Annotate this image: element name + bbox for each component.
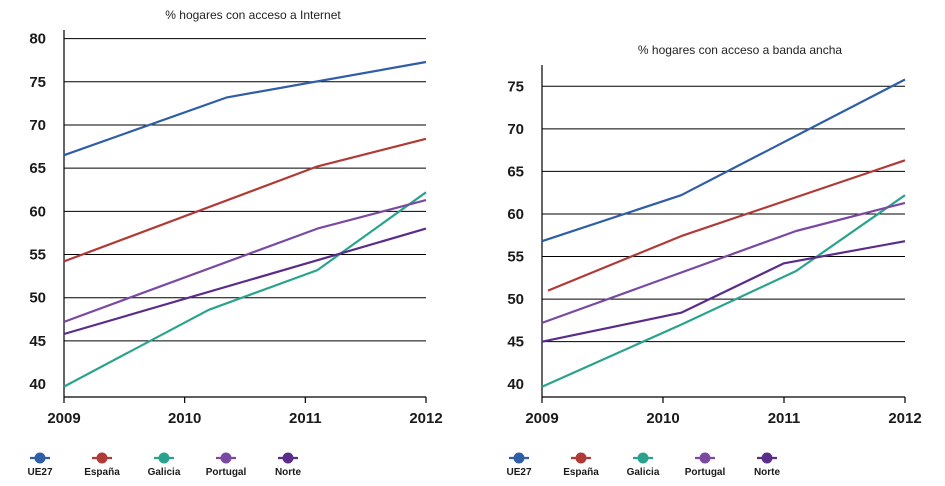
legend-item-ue27: UE27 [27, 452, 53, 478]
y-tick-label: 75 [507, 78, 524, 95]
legend-marker [699, 452, 711, 464]
legend-marker [761, 452, 773, 464]
y-tick-label: 60 [29, 203, 46, 220]
series-line-norte [63, 227, 427, 336]
legend: UE27 España Galicia Portugal Norte [506, 452, 781, 478]
legend-item-espana: España [84, 452, 120, 478]
series-line-norte [541, 240, 906, 343]
y-tick-label: 80 [29, 31, 46, 48]
x-tick-label: 2012 [888, 410, 921, 427]
y-tick-label: 65 [29, 160, 46, 177]
chart-title: % hogares con acceso a banda ancha [638, 43, 842, 57]
x-tick-label: 2009 [47, 410, 80, 427]
legend-item-portugal: Portugal [206, 452, 247, 478]
legend-label: España [84, 467, 120, 478]
series-line-galicia [63, 191, 427, 388]
y-tick-label: 70 [29, 117, 46, 134]
y-tick-label: 75 [29, 74, 46, 91]
legend-marker [220, 452, 232, 464]
y-tick-label: 70 [507, 121, 524, 138]
legend-marker [282, 452, 294, 464]
legend-label: Norte [754, 467, 781, 478]
x-tick-label: 2012 [409, 410, 442, 427]
legend-label: Galicia [148, 467, 181, 478]
legend-marker [158, 452, 170, 464]
chart-title: % hogares con acceso a Internet [165, 8, 341, 22]
legend-item-norte: Norte [275, 452, 302, 478]
series-line-galicia [541, 194, 906, 388]
legend-item-portugal: Portugal [685, 452, 726, 478]
series-line-espana [63, 137, 427, 263]
legend-marker [513, 452, 525, 464]
y-tick-label: 40 [507, 376, 524, 393]
series-line-ue27 [541, 78, 906, 243]
legend-label: UE27 [27, 467, 52, 478]
y-tick-label: 50 [29, 290, 46, 307]
y-tick-label: 45 [29, 333, 46, 350]
y-tick-label: 60 [507, 206, 524, 223]
x-tick-label: 2010 [646, 410, 679, 427]
chart-1: % hogares con acceso a Internet 40 45 50 55 6… [27, 8, 442, 478]
legend-label: Galicia [627, 467, 660, 478]
y-tick-label: 65 [507, 163, 524, 180]
legend-label: España [563, 467, 599, 478]
legend-item-galicia: Galicia [627, 452, 660, 478]
y-tick-label: 40 [29, 376, 46, 393]
legend-label: Norte [275, 467, 302, 478]
legend-item-ue27: UE27 [506, 452, 532, 478]
y-tick-label: 55 [507, 249, 524, 266]
series-line-portugal [541, 201, 906, 324]
legend-item-galicia: Galicia [148, 452, 181, 478]
x-tick-label: 2010 [168, 410, 201, 427]
series-line-ue27 [63, 60, 427, 157]
legend-label: UE27 [506, 467, 531, 478]
legend-marker [575, 452, 587, 464]
legend: UE27 España Galicia Portugal Norte [27, 452, 302, 478]
chart-2: % hogares con acceso a banda ancha 40 45 50… [506, 43, 921, 478]
y-tick-label: 45 [507, 334, 524, 351]
legend-label: Portugal [206, 467, 247, 478]
y-tick-label: 50 [507, 291, 524, 308]
legend-marker [96, 452, 108, 464]
x-tick-label: 2011 [289, 410, 322, 427]
legend-item-norte: Norte [754, 452, 781, 478]
legend-marker [637, 452, 649, 464]
series-line-espana [547, 159, 906, 292]
series-line-portugal [63, 199, 427, 323]
x-tick-label: 2011 [768, 410, 801, 427]
y-tick-label: 55 [29, 247, 46, 264]
legend-item-espana: España [563, 452, 599, 478]
legend-marker [34, 452, 46, 464]
legend-label: Portugal [685, 467, 726, 478]
x-tick-label: 2009 [525, 410, 558, 427]
